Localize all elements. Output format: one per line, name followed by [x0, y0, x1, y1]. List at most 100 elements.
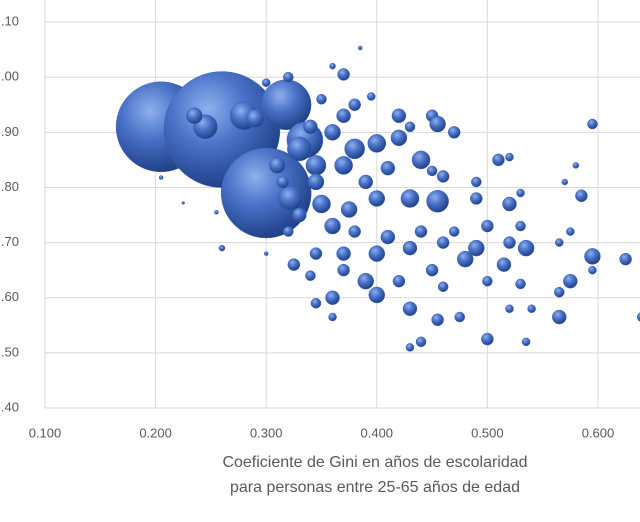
bubble	[337, 263, 350, 277]
bubble	[426, 165, 438, 177]
bubble	[516, 188, 525, 198]
bubble	[515, 220, 526, 232]
bubble	[561, 178, 569, 186]
bubble	[552, 309, 567, 325]
bubble	[636, 312, 640, 322]
bubble	[447, 126, 461, 139]
bubble	[415, 336, 427, 348]
bubble	[481, 332, 494, 346]
bubble	[619, 252, 632, 266]
bubble	[521, 337, 531, 347]
bubble	[357, 272, 374, 290]
bubble	[368, 190, 386, 207]
bubble	[481, 219, 494, 233]
bubble	[287, 258, 301, 271]
bubble	[380, 229, 396, 245]
y-tick-label: .40	[1, 399, 19, 414]
bubble	[261, 78, 271, 87]
bubble	[334, 156, 353, 175]
bubble	[448, 226, 460, 237]
bubble	[310, 297, 322, 309]
bubble	[307, 173, 325, 191]
bubble	[303, 119, 318, 135]
bubble	[392, 274, 406, 288]
bubble	[309, 247, 323, 260]
x-tick-label: 0.200	[139, 425, 172, 440]
bubble	[584, 248, 601, 265]
bubble	[380, 160, 396, 176]
bubble	[276, 175, 290, 189]
bubble	[305, 155, 327, 176]
bubble	[287, 136, 312, 162]
bubble	[278, 186, 303, 211]
bubble	[312, 194, 331, 214]
bubble	[348, 225, 361, 238]
bubble	[348, 98, 361, 112]
bubble	[426, 189, 449, 213]
bubble	[515, 278, 526, 290]
bubble	[340, 201, 358, 218]
bubble	[436, 236, 450, 249]
bubble	[316, 93, 327, 105]
bubble	[220, 147, 312, 239]
bubble	[268, 157, 286, 174]
x-axis-title: Coeficiente de Gini en años de escolarid…	[222, 454, 527, 471]
bubble	[505, 152, 514, 162]
bubble	[468, 239, 485, 257]
bubble	[482, 275, 493, 287]
bubble	[457, 250, 474, 268]
bubble	[328, 312, 337, 322]
bubble	[336, 108, 351, 124]
x-axis-title: para personas entre 25-65 años de edad	[230, 479, 520, 496]
bubble	[158, 175, 164, 180]
y-tick-label: .00	[1, 69, 19, 84]
bubble	[181, 201, 185, 205]
bubble	[292, 207, 307, 223]
bubble	[411, 150, 431, 170]
bubble	[263, 251, 269, 256]
y-tick-label: .90	[1, 124, 19, 139]
x-tick-label: 0.500	[471, 425, 504, 440]
x-tick-label: 0.400	[361, 425, 394, 440]
bubble	[245, 109, 265, 128]
bubble	[496, 257, 512, 272]
bubble	[329, 62, 336, 70]
bubble	[436, 170, 450, 183]
bubble	[414, 225, 428, 238]
bubble	[425, 263, 439, 277]
bubble	[503, 236, 516, 249]
bubble	[402, 240, 418, 256]
bubble	[368, 245, 386, 262]
bubble	[527, 304, 536, 314]
x-tick-label: 0.600	[582, 425, 615, 440]
bubble	[554, 286, 565, 298]
y-tick-label: .80	[1, 179, 19, 194]
bubble	[502, 196, 517, 212]
y-tick-label: .10	[1, 13, 19, 28]
bubble	[437, 281, 449, 292]
bubble	[405, 343, 415, 352]
bubble	[429, 115, 446, 133]
bubble	[367, 134, 387, 153]
bubble	[566, 227, 575, 236]
bubble	[324, 124, 341, 141]
bubble	[400, 189, 420, 208]
bubble	[325, 290, 340, 305]
x-tick-label: 0.100	[29, 425, 62, 440]
x-tick-label: 0.300	[250, 425, 283, 440]
bubble	[588, 265, 597, 275]
bubble	[555, 238, 564, 247]
bubble	[563, 273, 578, 289]
y-tick-label: .50	[1, 344, 19, 359]
bubble	[390, 129, 408, 147]
bubble	[186, 107, 203, 125]
bubble	[470, 192, 483, 205]
bubble	[283, 226, 294, 237]
bubble	[336, 246, 351, 261]
bubble	[324, 217, 341, 235]
bubble	[402, 301, 418, 317]
bubble	[575, 189, 588, 202]
bubble	[492, 153, 505, 167]
bubble	[218, 244, 226, 252]
